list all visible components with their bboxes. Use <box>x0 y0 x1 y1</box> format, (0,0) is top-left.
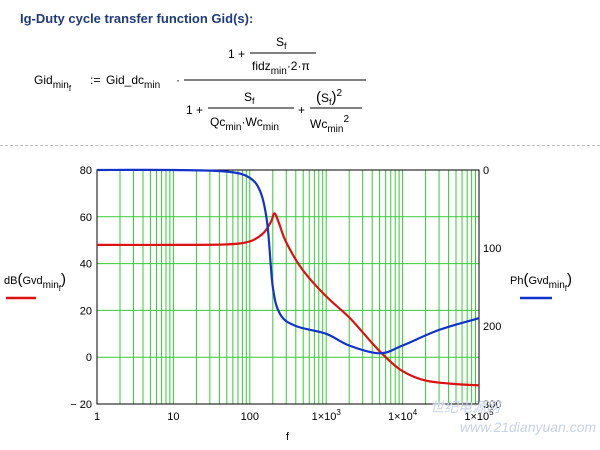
formula-assign: := <box>90 73 100 87</box>
right-y-tick-label: 300 <box>483 399 501 411</box>
series-line-phase <box>96 168 480 355</box>
right-y-tick-label: 100 <box>483 243 501 255</box>
left-y-tick-label: 0 <box>86 352 92 364</box>
formula-den-one: 1 + <box>186 103 203 117</box>
formula-den-f2-bottom: Wcmin2 <box>310 114 349 135</box>
plot-area <box>97 170 479 404</box>
x-axis-label: f <box>286 431 290 443</box>
x-tick-label: 1×104 <box>388 408 418 423</box>
transfer-function-formula: Gidminf := Gid_dcmin · 1 + Sf fidzmin·2·… <box>34 35 366 135</box>
x-tick-label: 10 <box>167 411 179 423</box>
left-y-tick-label: 60 <box>80 212 92 224</box>
section-divider <box>0 145 600 146</box>
formula-gain: Gid_dcmin <box>106 73 160 91</box>
watermark-line1: 世纪电源网 <box>430 399 502 415</box>
x-tick-label: 1×105 <box>464 408 494 423</box>
svg-text:dB(Gvdminf): dB(Gvdminf) <box>4 271 66 293</box>
svg-text:Ph(Gvdminf): Ph(Gvdminf) <box>510 271 572 293</box>
formula-den-f2-top: (Sf)2 <box>316 88 343 107</box>
left-y-tick-label: − 20 <box>70 399 92 411</box>
formula-num-one: 1 + <box>228 47 245 61</box>
plot-grid <box>96 169 479 405</box>
x-tick-label: 1×103 <box>312 408 342 423</box>
x-tick-label: 100 <box>241 411 259 423</box>
formula-lhs: Gidminf <box>34 73 72 93</box>
left-axis-label: dB(Gvdminf) <box>4 271 66 300</box>
formula-num-top: Sf <box>276 35 287 51</box>
watermark-line2: www.21dianyuan.com <box>460 419 597 435</box>
left-y-tick-label: 40 <box>80 259 92 271</box>
formula-num-bottom: fidzmin·2·π <box>252 59 310 77</box>
series-line-magnitude <box>96 212 480 387</box>
right-axis-label: Ph(Gvdminf) <box>510 271 572 300</box>
formula-den-f1-bottom: Qcmin·Wcmin <box>210 115 279 133</box>
formula-den-plus: + <box>298 103 305 117</box>
page-title: Ig-Duty cycle transfer function Gid(s): <box>20 11 254 26</box>
formula-dot: · <box>176 73 180 87</box>
left-y-tick-label: 20 <box>80 305 92 317</box>
right-y-tick-label: 200 <box>483 321 501 333</box>
formula-den-f1-top: Sf <box>244 90 255 106</box>
right-y-tick-label: 0 <box>483 165 489 177</box>
x-tick-label: 1 <box>94 411 100 423</box>
plot-border <box>96 169 480 405</box>
plot-series <box>96 168 480 387</box>
left-y-tick-label: 80 <box>80 165 92 177</box>
